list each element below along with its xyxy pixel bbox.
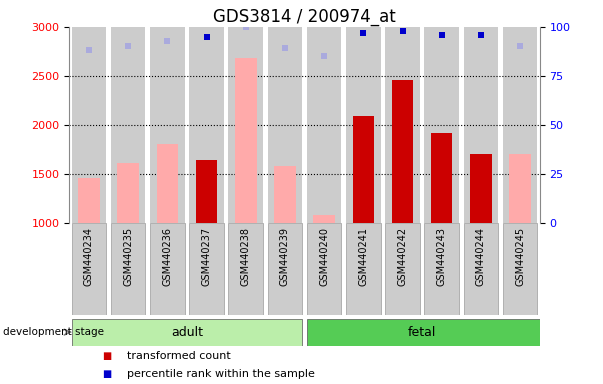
Bar: [510, 154, 531, 223]
Bar: [229, 223, 263, 315]
Point: [358, 30, 368, 36]
Bar: [235, 58, 256, 223]
Text: GSM440238: GSM440238: [241, 227, 251, 286]
Bar: [111, 223, 145, 315]
Bar: [385, 27, 420, 223]
Bar: [425, 223, 459, 315]
Bar: [72, 319, 302, 346]
Bar: [425, 27, 459, 223]
Point: [515, 43, 525, 50]
Bar: [150, 223, 185, 315]
Bar: [111, 27, 145, 223]
Bar: [314, 215, 335, 223]
Bar: [150, 27, 185, 223]
Bar: [72, 27, 106, 223]
Point: [241, 24, 251, 30]
Bar: [464, 223, 498, 315]
Text: ■: ■: [103, 351, 112, 361]
Bar: [346, 27, 380, 223]
Point: [398, 28, 408, 34]
Text: GSM440245: GSM440245: [515, 227, 525, 286]
Bar: [307, 27, 341, 223]
Bar: [196, 160, 217, 223]
Text: transformed count: transformed count: [127, 351, 230, 361]
Point: [280, 45, 290, 51]
Bar: [353, 116, 374, 223]
Text: GSM440243: GSM440243: [437, 227, 447, 286]
Bar: [157, 144, 178, 223]
Bar: [503, 223, 537, 315]
Bar: [268, 223, 302, 315]
Point: [476, 31, 486, 38]
Text: GSM440237: GSM440237: [201, 227, 212, 286]
Text: fetal: fetal: [408, 326, 437, 339]
Text: GSM440234: GSM440234: [84, 227, 94, 286]
Text: ■: ■: [103, 369, 112, 379]
Bar: [229, 27, 263, 223]
Bar: [78, 178, 99, 223]
Point: [162, 38, 172, 44]
Bar: [464, 27, 498, 223]
Bar: [385, 223, 420, 315]
Text: percentile rank within the sample: percentile rank within the sample: [127, 369, 315, 379]
Text: adult: adult: [171, 326, 203, 339]
Point: [320, 53, 329, 59]
Text: GSM440235: GSM440235: [123, 227, 133, 286]
Point: [84, 47, 94, 53]
Bar: [431, 132, 452, 223]
Text: GSM440236: GSM440236: [162, 227, 172, 286]
Text: GSM440244: GSM440244: [476, 227, 486, 286]
Bar: [346, 223, 380, 315]
Point: [201, 33, 212, 40]
Bar: [470, 154, 491, 223]
Title: GDS3814 / 200974_at: GDS3814 / 200974_at: [213, 8, 396, 26]
Bar: [268, 27, 302, 223]
Bar: [307, 223, 341, 315]
Text: development stage: development stage: [3, 327, 104, 337]
Point: [123, 43, 133, 50]
Text: GSM440241: GSM440241: [358, 227, 368, 286]
Text: GSM440239: GSM440239: [280, 227, 290, 286]
Text: GSM440240: GSM440240: [319, 227, 329, 286]
Bar: [72, 223, 106, 315]
Text: GSM440242: GSM440242: [397, 227, 408, 286]
Bar: [307, 319, 540, 346]
Bar: [189, 223, 224, 315]
Bar: [118, 163, 139, 223]
Point: [437, 31, 446, 38]
Bar: [274, 166, 295, 223]
Bar: [503, 27, 537, 223]
Bar: [189, 27, 224, 223]
Bar: [392, 80, 413, 223]
